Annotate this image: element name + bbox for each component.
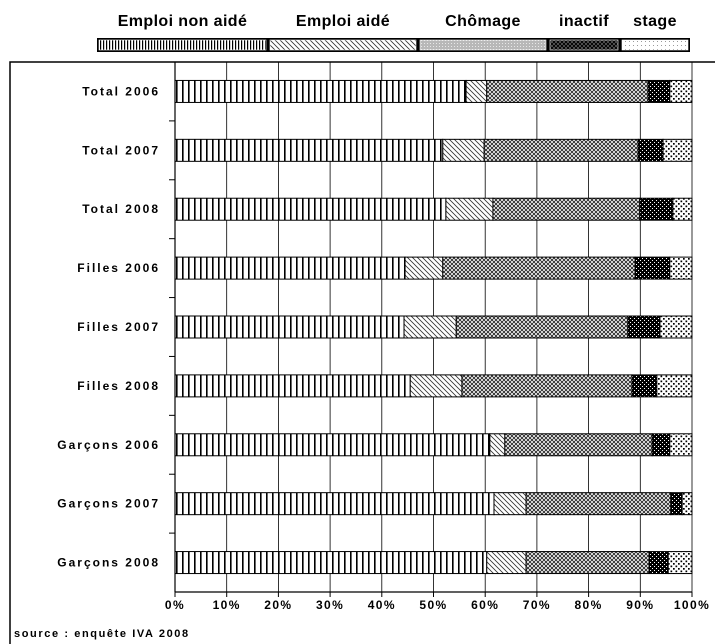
bar-total-2008 xyxy=(174,197,693,221)
bar-segment-filles-2008-inactif xyxy=(631,374,658,398)
bar-segment-garcons-2006-chomage xyxy=(504,433,653,457)
legend-item-chomage: Chômage xyxy=(419,13,547,51)
bar-segment-garcons-2008-chomage xyxy=(525,551,650,575)
x-tick-label: 70% xyxy=(523,598,551,612)
bar-segment-total-2007-emploi-non-aide xyxy=(174,138,444,162)
legend-swatch xyxy=(269,39,417,51)
bar-segment-total-2006-chomage xyxy=(486,79,649,103)
bar-segment-garcons-2008-stage xyxy=(667,551,693,575)
legend-label: Emploi non aidé xyxy=(118,13,248,30)
bar-segment-filles-2008-stage xyxy=(656,374,693,398)
bar-segment-garcons-2007-emploi-non-aide xyxy=(174,492,495,516)
bar-segment-filles-2007-chomage xyxy=(455,315,629,339)
bar-segment-total-2006-emploi-non-aide xyxy=(174,79,467,103)
bar-segment-garcons-2006-emploi-non-aide xyxy=(174,433,491,457)
legend-label: Emploi aidé xyxy=(296,13,390,30)
x-tick-label: 50% xyxy=(419,598,447,612)
source-note: source : enquête IVA 2008 xyxy=(14,628,190,640)
chart-frame xyxy=(9,61,715,644)
bar-segment-filles-2008-chomage xyxy=(461,374,633,398)
bar-segment-total-2008-emploi-non-aide xyxy=(174,197,447,221)
bar-segment-filles-2006-chomage xyxy=(442,256,636,280)
bar-segment-filles-2007-emploi-non-aide xyxy=(174,315,405,339)
bar-segment-total-2007-stage xyxy=(662,138,693,162)
bar-segment-total-2006-emploi-aide xyxy=(465,79,488,103)
bar-segment-garcons-2006-stage xyxy=(669,433,693,457)
bar-total-2007 xyxy=(174,138,693,162)
category-label: Total 2007 xyxy=(82,143,160,157)
category-label: Garçons 2007 xyxy=(57,497,160,511)
bar-segment-filles-2006-stage xyxy=(669,256,693,280)
x-tick-label: 90% xyxy=(626,598,654,612)
legend-item-emploi-aide: Emploi aidé xyxy=(269,13,417,51)
bar-garcons-2008 xyxy=(174,551,693,575)
legend-swatch xyxy=(98,39,267,51)
bar-segment-total-2008-chomage xyxy=(492,197,641,221)
x-tick-label: 30% xyxy=(316,598,344,612)
legend-label: stage xyxy=(633,13,677,30)
bar-segment-filles-2007-inactif xyxy=(627,315,661,339)
bar-filles-2008 xyxy=(174,374,693,398)
bar-garcons-2007 xyxy=(174,492,693,516)
bar-segment-total-2007-emploi-aide xyxy=(442,138,485,162)
bar-segment-total-2007-inactif xyxy=(637,138,664,162)
legend-swatch xyxy=(549,39,619,51)
x-tick-label: 10% xyxy=(213,598,241,612)
bar-segment-total-2008-inactif xyxy=(639,197,674,221)
x-tick-label: 100% xyxy=(674,598,710,612)
bar-segment-filles-2006-emploi-aide xyxy=(404,256,444,280)
legend-swatch xyxy=(621,39,689,51)
x-tick-label: 20% xyxy=(264,598,292,612)
bar-segment-total-2006-stage xyxy=(669,79,693,103)
x-tick-label: 40% xyxy=(368,598,396,612)
bar-segment-total-2008-emploi-aide xyxy=(445,197,494,221)
bar-segment-garcons-2008-emploi-aide xyxy=(486,551,527,575)
category-label: Garçons 2006 xyxy=(57,438,160,452)
bar-segment-garcons-2007-emploi-aide xyxy=(493,492,527,516)
legend-item-stage: stage xyxy=(621,13,689,51)
bar-garcons-2006 xyxy=(174,433,693,457)
legend-swatch xyxy=(419,39,547,51)
legend: Emploi non aidé Emploi aidé Chômage inactif… xyxy=(97,13,690,52)
category-labels: Total 2006 Total 2007 Total 2008 Filles 200… xyxy=(57,84,160,570)
category-label: Garçons 2008 xyxy=(57,556,160,570)
bar-filles-2006 xyxy=(174,256,693,280)
category-label: Total 2008 xyxy=(82,202,160,216)
x-tick-label: 0% xyxy=(165,598,185,612)
bar-segment-filles-2007-stage xyxy=(659,315,693,339)
legend-item-inactif: inactif xyxy=(549,13,619,51)
bar-segment-garcons-2006-emploi-aide xyxy=(489,433,506,457)
bar-segment-filles-2008-emploi-non-aide xyxy=(174,374,411,398)
category-label: Filles 2006 xyxy=(77,261,160,275)
bar-segment-garcons-2008-inactif xyxy=(648,551,669,575)
category-label: Filles 2008 xyxy=(77,379,160,393)
bar-segment-filles-2008-emploi-aide xyxy=(409,374,463,398)
bar-segment-garcons-2007-stage xyxy=(681,492,693,516)
bar-segment-garcons-2006-inactif xyxy=(651,433,671,457)
legend-item-emploi-non-aide: Emploi non aidé xyxy=(98,13,267,51)
x-tick-label: 80% xyxy=(574,598,602,612)
bar-segment-filles-2007-emploi-aide xyxy=(403,315,457,339)
bar-segment-garcons-2007-chomage xyxy=(525,492,672,516)
bar-segment-garcons-2007-inactif xyxy=(670,492,683,516)
category-label: Filles 2007 xyxy=(77,320,160,334)
category-label: Total 2006 xyxy=(82,84,160,98)
bar-segment-total-2006-inactif xyxy=(647,79,671,103)
legend-label: Chômage xyxy=(445,13,521,30)
legend-label: inactif xyxy=(559,13,609,30)
x-tick-label: 60% xyxy=(471,598,499,612)
bar-segment-filles-2006-emploi-non-aide xyxy=(174,256,406,280)
bar-segment-garcons-2008-emploi-non-aide xyxy=(174,551,488,575)
bars xyxy=(174,79,693,575)
bar-segment-total-2007-chomage xyxy=(483,138,639,162)
bar-total-2006 xyxy=(174,79,693,103)
bar-segment-total-2008-stage xyxy=(672,197,693,221)
bar-filles-2007 xyxy=(174,315,693,339)
axes: 0% 10% 20% 30% 40% 50% 60% 70% 80% 90% 100% xyxy=(165,62,710,612)
bar-segment-filles-2006-inactif xyxy=(634,256,671,280)
